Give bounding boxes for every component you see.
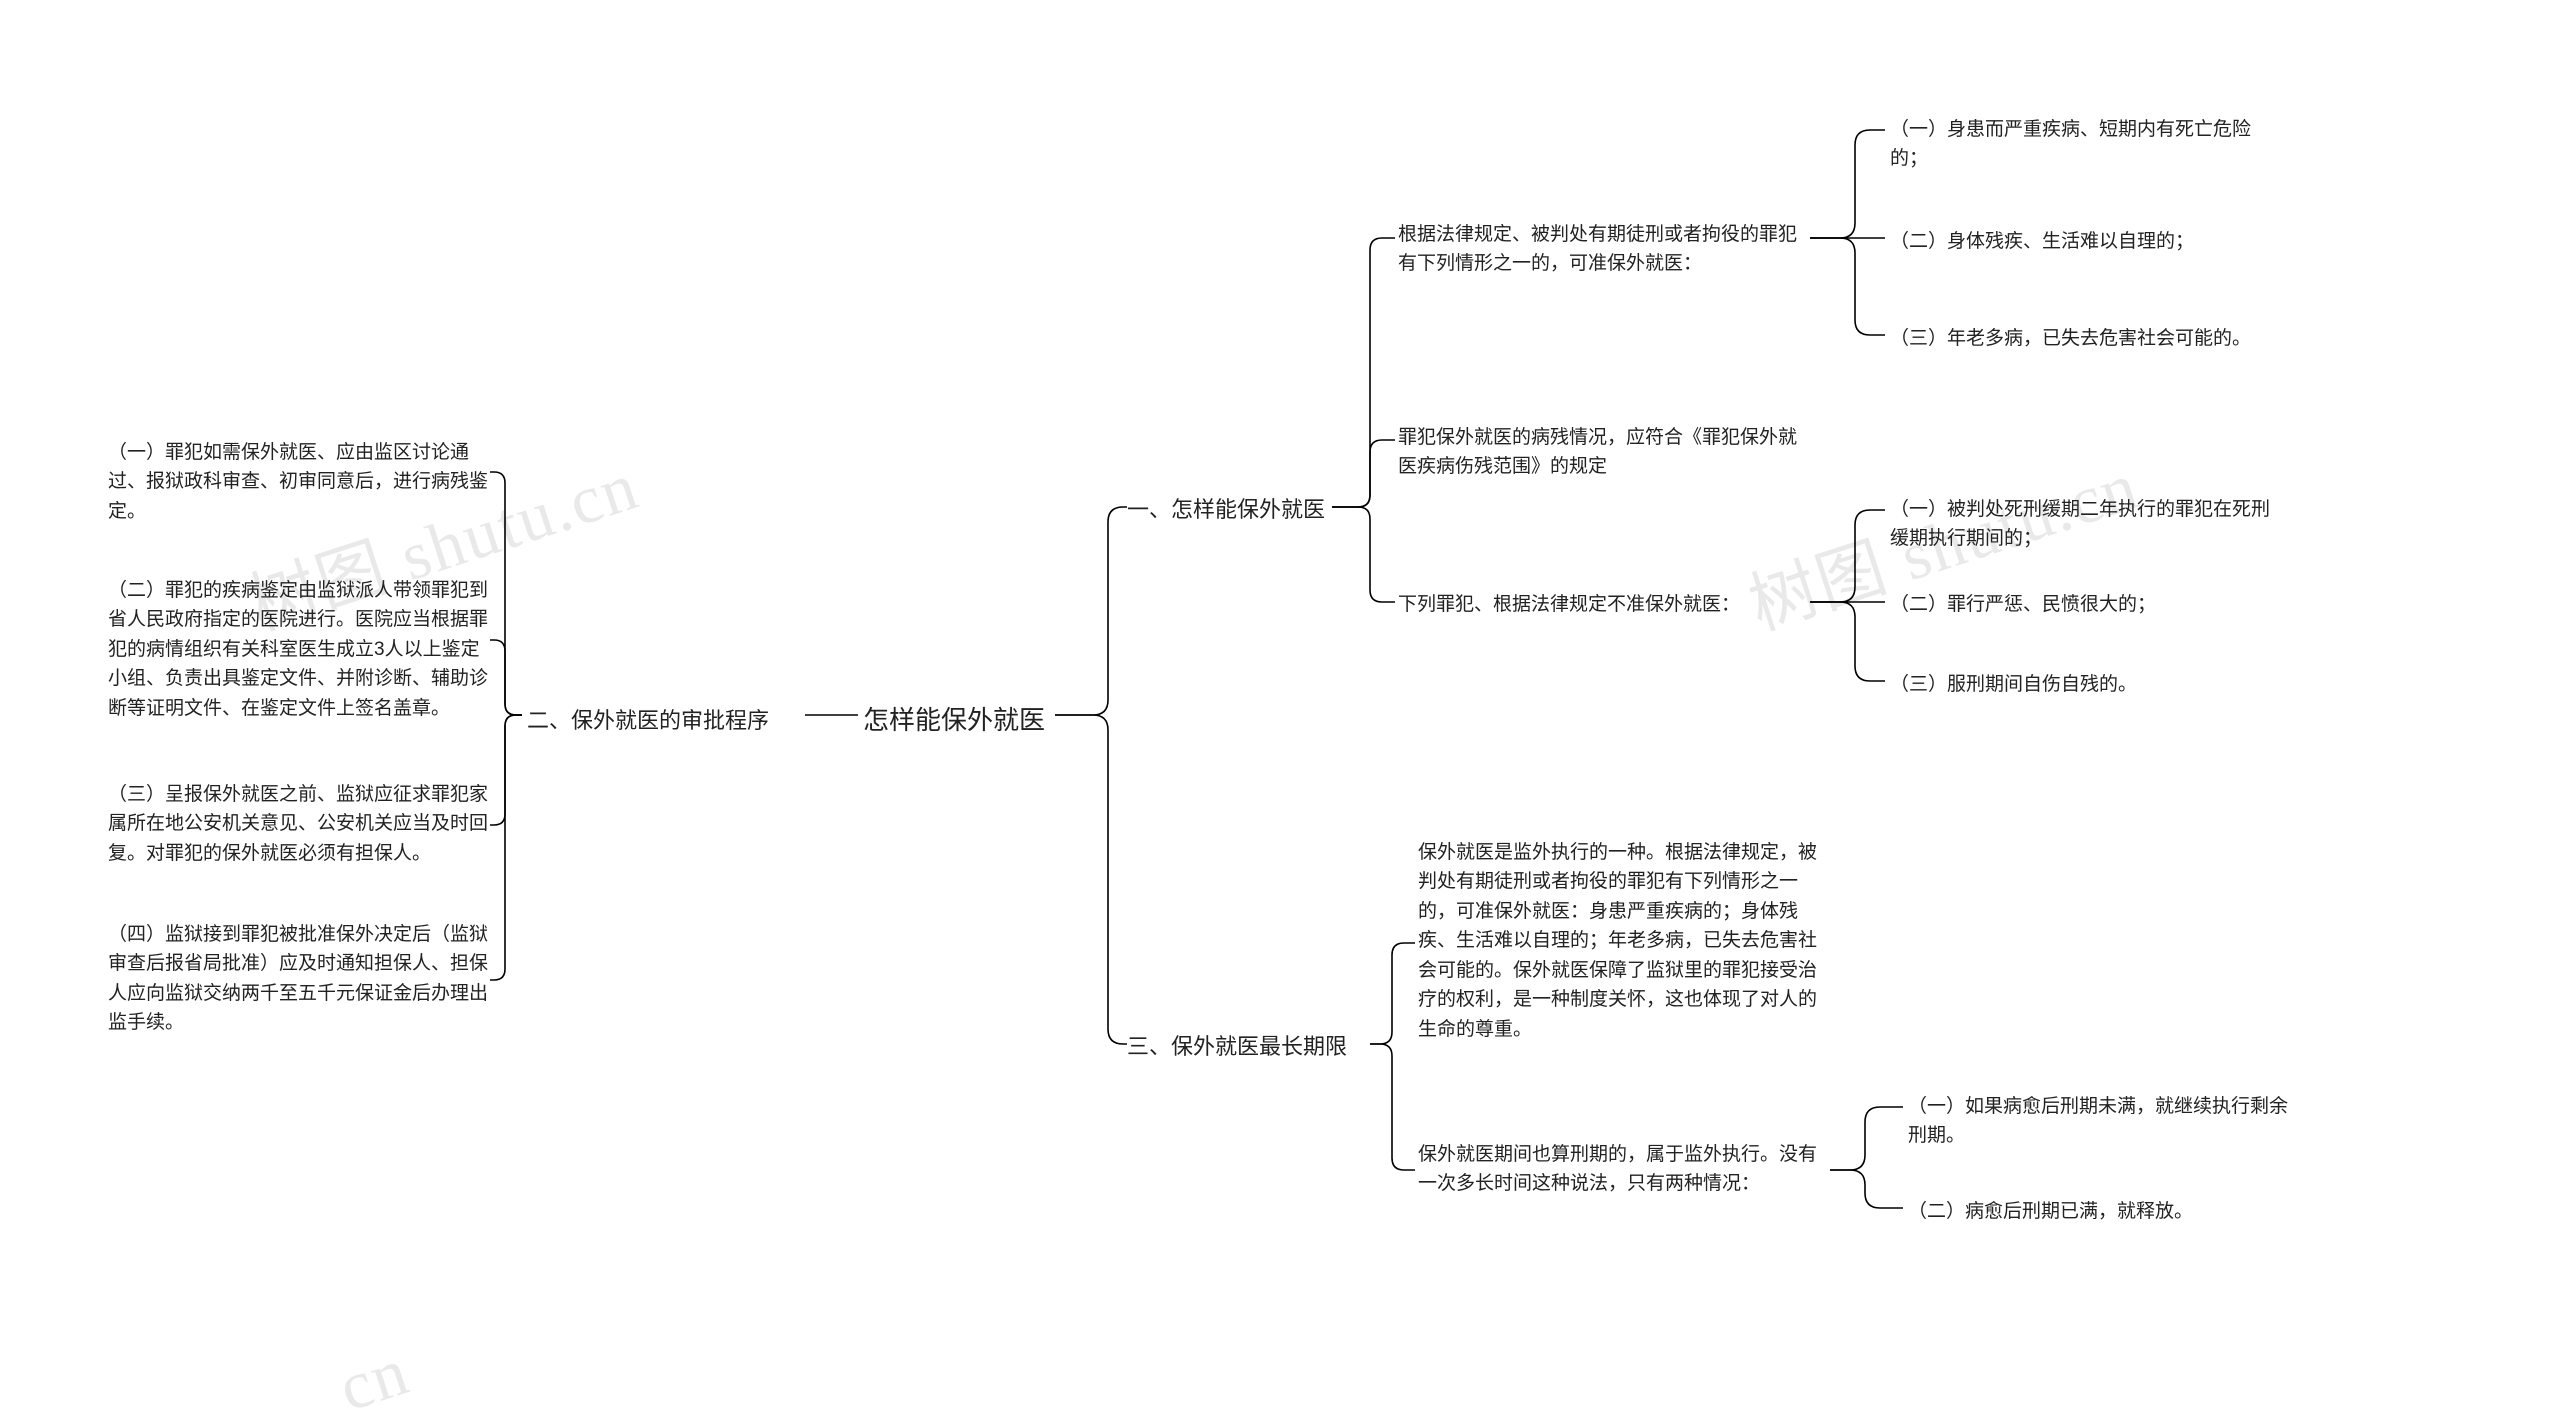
watermark: cn [329, 1331, 418, 1427]
left-item-3: （三）呈报保外就医之前、监狱应征求罪犯家属所在地公安机关意见、公安机关应当及时回… [108, 780, 488, 868]
r1-group-a-item-3: （三）年老多病，已失去危害社会可能的。 [1890, 324, 2270, 353]
r1-group-c-item-3: （三）服刑期间自伤自残的。 [1890, 670, 2270, 699]
right-branch-1-title: 一、怎样能保外就医 [1127, 493, 1367, 527]
right-branch-2-title: 三、保外就医最长期限 [1127, 1030, 1387, 1064]
left-branch-title: 二、保外就医的审批程序 [527, 704, 807, 738]
r1-group-c-title: 下列罪犯、根据法律规定不准保外就医： [1398, 590, 1798, 619]
r2-item-b-title: 保外就医期间也算刑期的，属于监外执行。没有一次多长时间这种说法，只有两种情况： [1418, 1140, 1818, 1199]
r1-group-a-item-1: （一）身患而严重疾病、短期内有死亡危险的； [1890, 115, 2270, 174]
r1-group-c-item-2: （二）罪行严惩、民愤很大的； [1890, 590, 2270, 619]
left-item-1: （一）罪犯如需保外就医、应由监区讨论通过、报狱政科审查、初审同意后，进行病残鉴定… [108, 438, 488, 526]
root-node: 怎样能保外就医 [863, 700, 1045, 740]
left-item-4: （四）监狱接到罪犯被批准保外决定后（监狱审查后报省局批准）应及时通知担保人、担保… [108, 920, 488, 1038]
r2-item-b-2: （二）病愈后刑期已满，就释放。 [1908, 1197, 2288, 1226]
r1-group-c-item-1: （一）被判处死刑缓期二年执行的罪犯在死刑缓期执行期间的； [1890, 495, 2270, 554]
r2-item-b-1: （一）如果病愈后刑期未满，就继续执行剩余刑期。 [1908, 1092, 2288, 1151]
r2-item-a: 保外就医是监外执行的一种。根据法律规定，被判处有期徒刑或者拘役的罪犯有下列情形之… [1418, 838, 1818, 1044]
r1-group-a-item-2: （二）身体残疾、生活难以自理的； [1890, 227, 2270, 256]
r1-group-b-title: 罪犯保外就医的病残情况，应符合《罪犯保外就医疾病伤残范围》的规定 [1398, 423, 1798, 482]
left-item-2: （二）罪犯的疾病鉴定由监狱派人带领罪犯到省人民政府指定的医院进行。医院应当根据罪… [108, 576, 488, 723]
r1-group-a-title: 根据法律规定、被判处有期徒刑或者拘役的罪犯有下列情形之一的，可准保外就医： [1398, 220, 1798, 279]
